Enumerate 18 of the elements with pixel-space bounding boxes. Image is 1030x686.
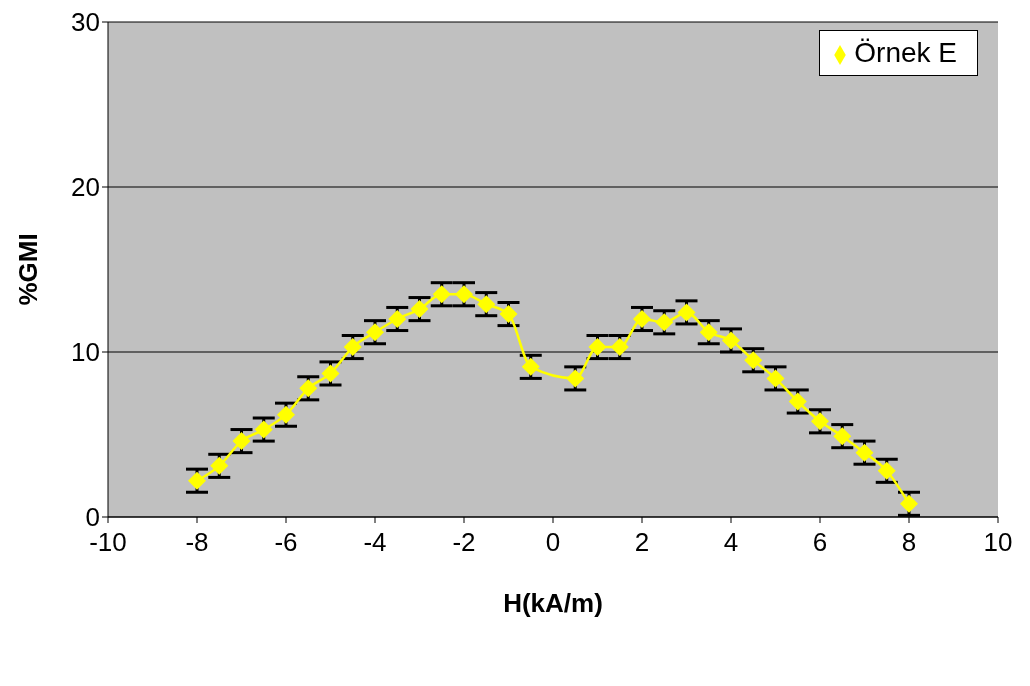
x-tick-label: 0 xyxy=(545,527,561,558)
legend-label: Örnek E xyxy=(854,37,957,68)
y-tick-label: 10 xyxy=(71,337,100,368)
x-tick-label: 8 xyxy=(901,527,917,558)
x-tick-label: -8 xyxy=(185,527,209,558)
x-tick-label: 6 xyxy=(812,527,828,558)
x-tick-label: 10 xyxy=(983,527,1013,558)
y-tick-label: 20 xyxy=(71,172,100,203)
x-tick-label: -2 xyxy=(452,527,476,558)
point xyxy=(388,310,407,328)
x-tick-label: 2 xyxy=(634,527,650,558)
x-tick-label: 4 xyxy=(723,527,739,558)
x-tick-label: -6 xyxy=(274,527,298,558)
y-tick-label: 30 xyxy=(71,7,100,38)
x-tick-label: -4 xyxy=(363,527,387,558)
y-axis-title: %GMI xyxy=(13,233,44,306)
point xyxy=(633,310,651,328)
x-axis-title: H(kA/m) xyxy=(503,588,603,618)
